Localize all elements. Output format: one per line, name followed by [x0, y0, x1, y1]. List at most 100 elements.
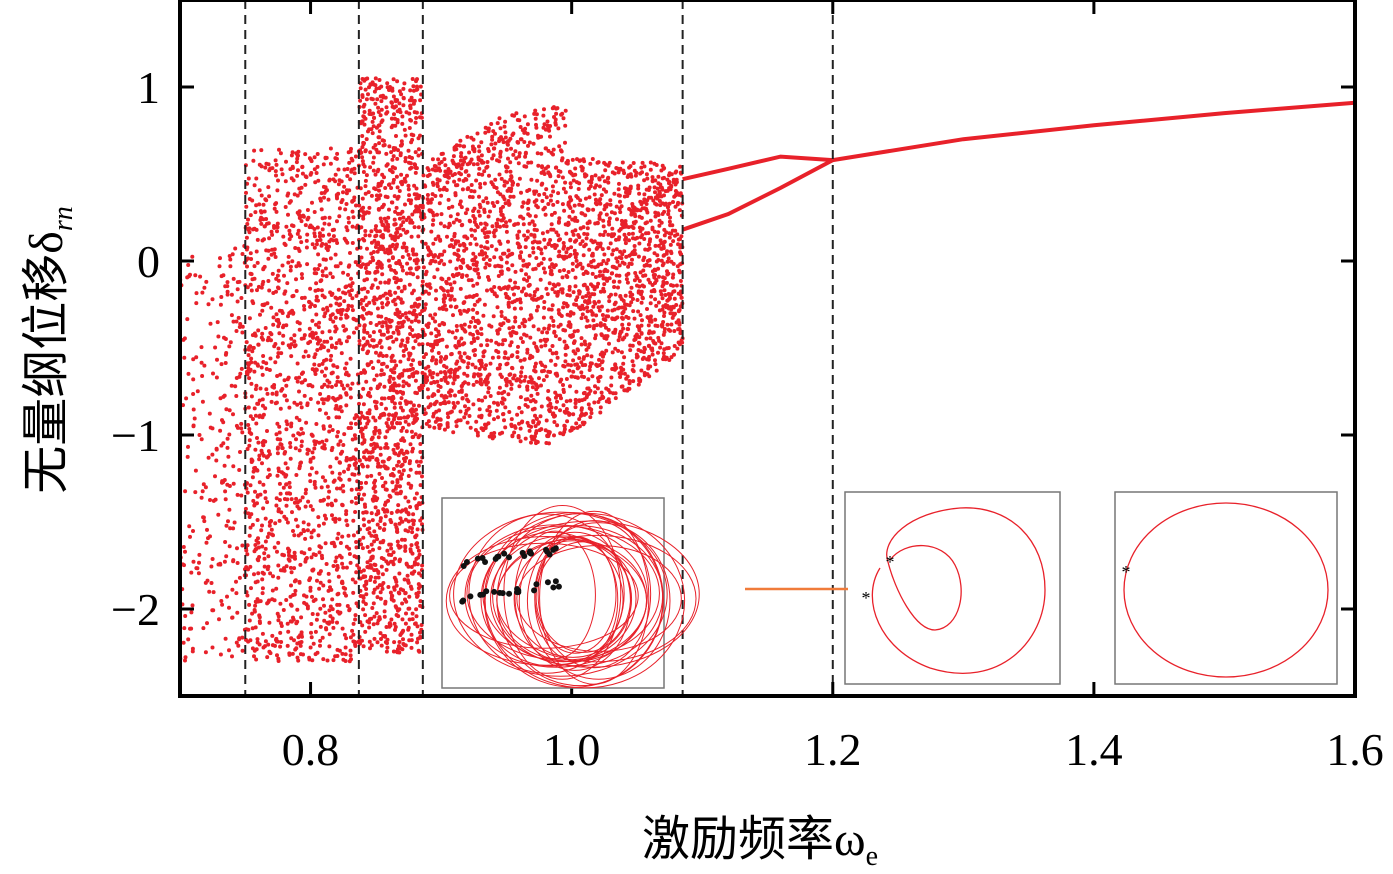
scatter-point — [563, 352, 568, 357]
scatter-point — [567, 412, 572, 417]
scatter-point — [197, 433, 202, 437]
scatter-point — [191, 424, 196, 429]
scatter-point — [313, 629, 318, 634]
scatter-point — [657, 194, 662, 199]
scatter-point — [247, 443, 252, 448]
scatter-point — [523, 245, 528, 250]
scatter-point — [315, 578, 319, 583]
scatter-point — [593, 336, 598, 341]
scatter-point — [460, 275, 464, 279]
scatter-point — [408, 256, 412, 261]
scatter-point — [308, 459, 313, 464]
scatter-point — [597, 308, 602, 313]
scatter-point — [359, 497, 364, 502]
scatter-point — [624, 254, 629, 259]
scatter-point — [532, 223, 537, 228]
scatter-point — [353, 496, 358, 500]
scatter-point — [245, 222, 250, 226]
scatter-point — [678, 164, 683, 169]
scatter-point — [372, 115, 376, 120]
scatter-point — [641, 355, 646, 360]
scatter-point — [662, 276, 667, 281]
scatter-point — [274, 400, 279, 405]
scatter-point — [518, 379, 523, 384]
scatter-point — [260, 631, 265, 636]
scatter-point — [293, 343, 298, 348]
scatter-point — [357, 401, 361, 406]
scatter-point — [625, 189, 630, 194]
scatter-point — [416, 136, 421, 141]
scatter-point — [338, 451, 343, 456]
scatter-point — [323, 185, 328, 190]
scatter-point — [264, 248, 269, 253]
scatter-point — [313, 652, 318, 657]
scatter-point — [521, 258, 526, 263]
scatter-point — [649, 289, 654, 294]
scatter-point — [297, 579, 302, 584]
scatter-point — [370, 131, 375, 136]
scatter-point — [602, 252, 607, 257]
scatter-point — [526, 212, 531, 217]
scatter-point — [417, 552, 422, 557]
scatter-point — [386, 561, 391, 566]
scatter-point — [399, 300, 404, 305]
scatter-point — [653, 190, 657, 195]
scatter-point — [254, 203, 259, 208]
scatter-point — [417, 342, 422, 347]
scatter-point — [210, 608, 215, 613]
scatter-point — [425, 174, 430, 178]
scatter-point — [454, 217, 459, 222]
scatter-point — [456, 248, 461, 253]
scatter-point — [430, 157, 435, 162]
scatter-point — [331, 564, 336, 568]
scatter-point — [326, 396, 331, 401]
scatter-point — [322, 190, 327, 195]
scatter-point — [519, 370, 524, 375]
scatter-point — [362, 164, 367, 169]
scatter-point — [664, 280, 669, 285]
scatter-point — [458, 355, 463, 360]
scatter-point — [291, 593, 296, 597]
scatter-point — [404, 455, 409, 460]
scatter-point — [266, 467, 271, 472]
scatter-point — [387, 346, 392, 351]
scatter-point — [507, 326, 512, 331]
scatter-point — [357, 458, 362, 463]
scatter-point — [275, 354, 280, 359]
scatter-point — [262, 551, 267, 556]
scatter-point — [414, 491, 419, 496]
scatter-point — [452, 231, 457, 236]
scatter-point — [588, 415, 593, 420]
scatter-point — [259, 285, 264, 290]
scatter-point — [360, 546, 365, 551]
scatter-point — [265, 475, 270, 480]
scatter-point — [335, 563, 340, 568]
scatter-point — [266, 449, 271, 454]
scatter-point — [415, 87, 420, 92]
scatter-point — [298, 190, 303, 195]
scatter-point — [250, 626, 255, 631]
scatter-point — [218, 652, 223, 657]
scatter-point — [411, 512, 416, 517]
scatter-point — [411, 403, 416, 408]
scatter-point — [631, 379, 636, 384]
scatter-point — [288, 565, 293, 570]
scatter-point — [200, 399, 205, 404]
scatter-point — [506, 267, 511, 272]
scatter-point — [568, 181, 573, 186]
scatter-point — [239, 296, 244, 300]
scatter-point — [667, 235, 672, 240]
scatter-point — [275, 225, 280, 230]
scatter-point — [296, 658, 301, 663]
scatter-point — [549, 193, 554, 198]
scatter-point — [185, 454, 190, 459]
scatter-point — [602, 282, 607, 287]
scatter-point — [653, 195, 658, 200]
scatter-point — [384, 442, 389, 447]
scatter-point — [222, 559, 227, 564]
scatter-point — [280, 387, 285, 391]
scatter-point — [648, 218, 653, 223]
scatter-point — [350, 224, 355, 229]
scatter-point — [392, 640, 397, 645]
scatter-point — [369, 575, 373, 579]
